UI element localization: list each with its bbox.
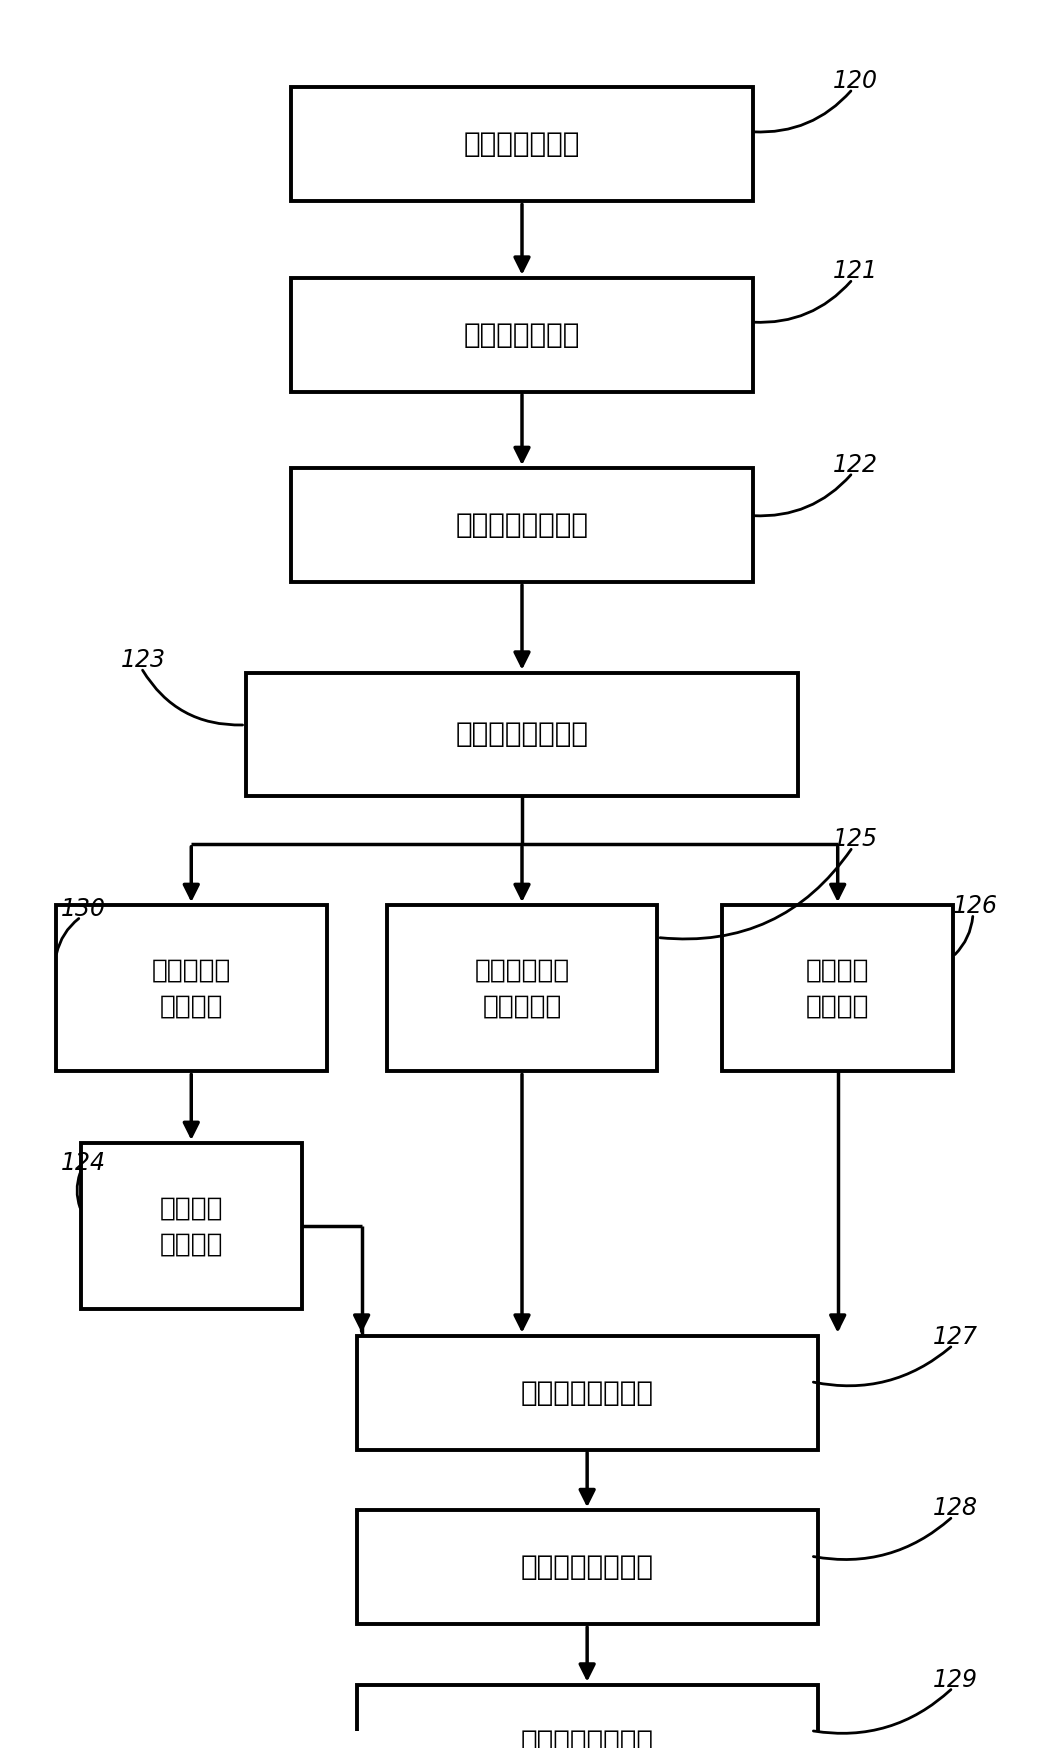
Text: 127: 127 — [933, 1325, 978, 1349]
Text: 130: 130 — [61, 897, 106, 921]
Text: 车厢恒温启动步骤: 车厢恒温启动步骤 — [521, 1727, 654, 1748]
Bar — [81, 1143, 302, 1309]
Text: 121: 121 — [833, 259, 878, 283]
Bar — [291, 468, 753, 582]
Bar — [56, 905, 327, 1072]
Bar — [357, 1510, 817, 1624]
Text: 发动机检测步骤: 发动机检测步骤 — [464, 131, 580, 159]
Bar — [291, 278, 753, 392]
Text: 车厢恒温关闭步骤: 车厢恒温关闭步骤 — [521, 1379, 654, 1407]
Bar — [357, 1685, 817, 1748]
Bar — [246, 673, 798, 797]
Text: 123: 123 — [121, 649, 166, 671]
Text: 开启信号检测步骤: 开启信号检测步骤 — [521, 1554, 654, 1582]
Text: 122: 122 — [833, 453, 878, 477]
Text: 车门窗状态检
测记录步骤: 车门窗状态检 测记录步骤 — [474, 958, 570, 1019]
Text: 126: 126 — [953, 893, 998, 918]
Text: 车钥匙检测步骤: 车钥匙检测步骤 — [464, 320, 580, 348]
Bar — [722, 905, 953, 1072]
Text: 车厢恒温开启步骤: 车厢恒温开启步骤 — [455, 720, 589, 748]
Bar — [357, 1335, 817, 1449]
Text: 124: 124 — [61, 1150, 106, 1175]
Text: 关闭信号
检测步骤: 关闭信号 检测步骤 — [806, 958, 870, 1019]
Text: 车钥匙再次
检测步骤: 车钥匙再次 检测步骤 — [151, 958, 231, 1019]
Text: 125: 125 — [833, 827, 878, 851]
Text: 120: 120 — [833, 68, 878, 93]
Bar — [386, 905, 658, 1072]
Bar — [291, 87, 753, 201]
Text: 第二时间
记录步骤: 第二时间 记录步骤 — [160, 1196, 223, 1257]
Text: 128: 128 — [933, 1496, 978, 1521]
Text: 129: 129 — [933, 1668, 978, 1692]
Text: 第一时间记录步骤: 第一时间记录步骤 — [455, 510, 589, 538]
